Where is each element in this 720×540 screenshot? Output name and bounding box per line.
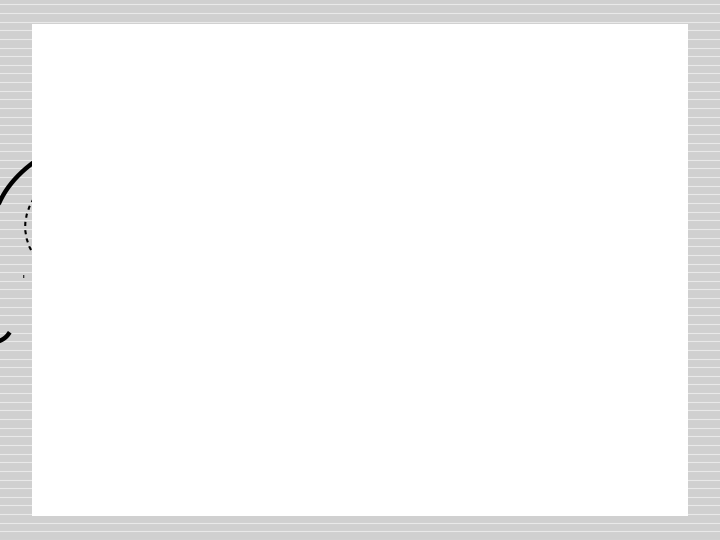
Ellipse shape xyxy=(121,231,161,255)
Text: ZP: ZP xyxy=(63,193,81,206)
Text: L1: L1 xyxy=(307,269,317,278)
Text: ZM: ZM xyxy=(175,271,199,286)
Text: ZC: ZC xyxy=(157,169,174,182)
Text: caulinar         contiene: caulinar contiene xyxy=(414,216,649,235)
Text: diferentes   capas    y: diferentes capas y xyxy=(414,267,642,286)
Text: El  meristemo  apical: El meristemo apical xyxy=(414,165,635,184)
Text: ZP: ZP xyxy=(236,210,253,222)
Text: Primordio: Primordio xyxy=(294,106,340,116)
Text: L2: L2 xyxy=(293,274,305,284)
Ellipse shape xyxy=(102,177,229,249)
Text: zonas funcionales: zonas funcionales xyxy=(414,319,603,338)
Text: ': ' xyxy=(22,273,25,287)
Text: Centro organizador: Centro organizador xyxy=(72,330,166,340)
Ellipse shape xyxy=(109,133,222,228)
Text: 25: 25 xyxy=(663,485,680,500)
Text: L3: L3 xyxy=(279,279,290,288)
Text: foliar: foliar xyxy=(305,125,329,134)
